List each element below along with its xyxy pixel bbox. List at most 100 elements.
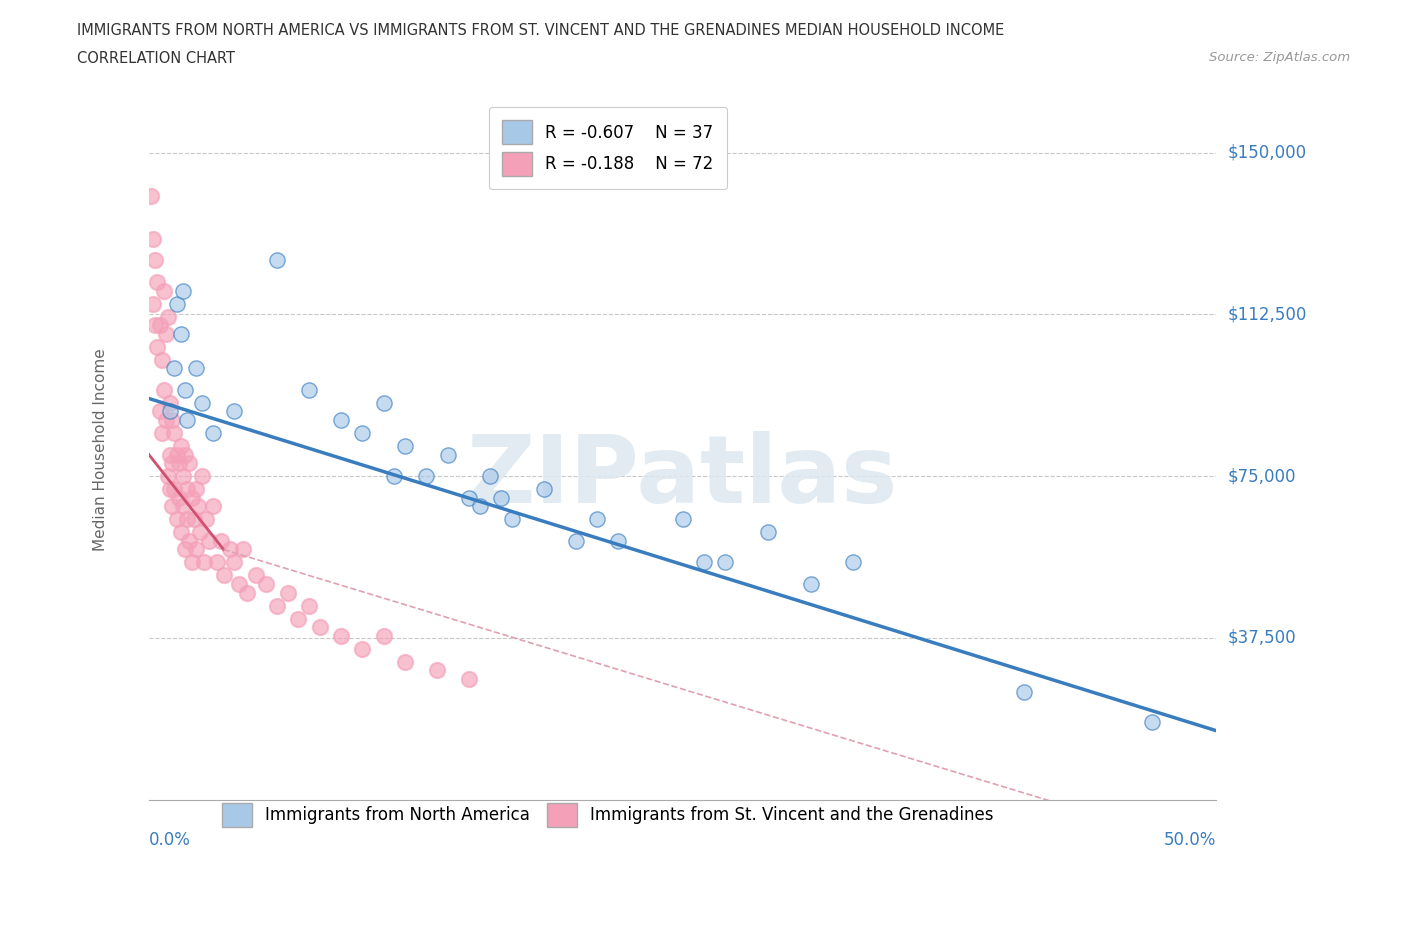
Point [245, 568, 267, 583]
Point [174, 447, 197, 462]
Point [179, 456, 201, 471]
Point [394, 439, 416, 454]
Point [842, 555, 865, 570]
Point [157, 469, 180, 484]
Point [170, 439, 193, 454]
Text: $75,000: $75,000 [1227, 467, 1296, 485]
Point [153, 382, 176, 397]
Point [394, 654, 416, 669]
Point [172, 284, 194, 299]
Point [436, 447, 458, 462]
Point [693, 555, 716, 570]
Point [197, 534, 219, 549]
Point [166, 296, 188, 311]
Point [287, 611, 309, 626]
Point [565, 534, 588, 549]
Point [159, 482, 181, 497]
Point [159, 447, 181, 462]
Point [586, 512, 609, 526]
Point [533, 482, 555, 497]
Point [166, 512, 188, 526]
Point [163, 426, 186, 441]
Text: Median Household Income: Median Household Income [93, 348, 108, 551]
Text: $37,500: $37,500 [1227, 629, 1296, 647]
Point [415, 469, 437, 484]
Point [179, 534, 201, 549]
Point [162, 456, 184, 471]
Point [458, 490, 481, 505]
Point [167, 456, 190, 471]
Point [193, 555, 215, 570]
Point [232, 542, 254, 557]
Point [308, 619, 330, 634]
Point [254, 577, 277, 591]
Point [266, 253, 288, 268]
Point [671, 512, 693, 526]
Point [159, 404, 181, 418]
Point [219, 542, 242, 557]
Point [172, 498, 194, 513]
Point [170, 525, 193, 539]
Point [159, 395, 181, 410]
Point [142, 232, 165, 246]
Point [166, 447, 188, 462]
Point [157, 309, 180, 324]
Point [201, 426, 224, 441]
Point [162, 498, 184, 513]
Point [183, 512, 205, 526]
Point [458, 671, 481, 686]
Point [148, 318, 170, 333]
Point [180, 555, 202, 570]
Point [176, 512, 198, 526]
Text: CORRELATION CHART: CORRELATION CHART [77, 51, 235, 66]
Point [184, 482, 207, 497]
Point [489, 490, 512, 505]
Point [201, 498, 224, 513]
Point [330, 629, 353, 644]
Point [277, 585, 299, 600]
Point [607, 534, 630, 549]
Point [468, 498, 491, 513]
Point [176, 413, 198, 428]
Point [174, 382, 197, 397]
Point [150, 426, 173, 441]
Point [180, 490, 202, 505]
Point [172, 469, 194, 484]
Legend: Immigrants from North America, Immigrants from St. Vincent and the Grenadines: Immigrants from North America, Immigrant… [215, 796, 1000, 833]
Point [382, 469, 405, 484]
Point [205, 555, 228, 570]
Text: $112,500: $112,500 [1227, 305, 1306, 324]
Text: $150,000: $150,000 [1227, 143, 1306, 162]
Text: 50.0%: 50.0% [1164, 831, 1216, 849]
Point [187, 498, 209, 513]
Point [373, 629, 395, 644]
Point [188, 525, 211, 539]
Text: ZIPatlas: ZIPatlas [467, 432, 898, 524]
Text: IMMIGRANTS FROM NORTH AMERICA VS IMMIGRANTS FROM ST. VINCENT AND THE GRENADINES : IMMIGRANTS FROM NORTH AMERICA VS IMMIGRA… [77, 23, 1004, 38]
Point [143, 318, 166, 333]
Point [298, 382, 321, 397]
Point [501, 512, 523, 526]
Point [224, 404, 246, 418]
Point [146, 339, 169, 354]
Point [191, 395, 214, 410]
Point [176, 482, 198, 497]
Point [162, 413, 184, 428]
Point [143, 253, 166, 268]
Point [148, 404, 170, 418]
Point [191, 469, 214, 484]
Point [714, 555, 737, 570]
Point [800, 577, 823, 591]
Point [352, 642, 374, 657]
Text: Source: ZipAtlas.com: Source: ZipAtlas.com [1209, 51, 1350, 64]
Point [426, 663, 449, 678]
Point [212, 568, 235, 583]
Point [1140, 714, 1163, 729]
Point [184, 542, 207, 557]
Point [163, 361, 186, 376]
Point [163, 482, 186, 497]
Point [153, 284, 176, 299]
Point [146, 274, 169, 289]
Text: 0.0%: 0.0% [149, 831, 191, 849]
Point [479, 469, 502, 484]
